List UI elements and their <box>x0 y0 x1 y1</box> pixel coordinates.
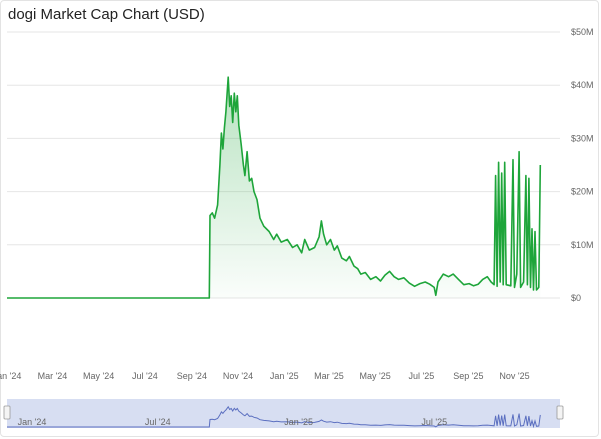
y-tick-label: $0 <box>571 293 581 303</box>
x-tick-label: Sep '25 <box>453 371 483 381</box>
x-tick-label: Nov '25 <box>499 371 529 381</box>
navigator-left-handle[interactable] <box>3 405 11 420</box>
navigator-label: Jan '25 <box>284 417 313 427</box>
x-tick-label: May '25 <box>360 371 391 381</box>
y-tick-label: $10M <box>571 240 594 250</box>
navigator-label: Jul '25 <box>421 417 447 427</box>
y-tick-label: $50M <box>571 27 594 37</box>
y-axis-labels: $0 $10M $20M $30M $40M $50M <box>571 27 594 303</box>
x-tick-label: May '24 <box>83 371 114 381</box>
navigator-label: Jan '24 <box>18 417 47 427</box>
chart-title: dogi Market Cap Chart (USD) <box>8 6 205 23</box>
y-tick-label: $30M <box>571 133 594 143</box>
y-tick-label: $20M <box>571 187 594 197</box>
x-axis-labels: Jan '24 Mar '24 May '24 Jul '24 Sep '24 Nov '… <box>0 371 530 381</box>
x-tick-label: Sep '24 <box>177 371 207 381</box>
range-navigator[interactable]: Jan '24 Jul '24 Jan '25 Jul '25 <box>3 399 564 429</box>
x-tick-label: Jan '24 <box>0 371 21 381</box>
navigator-series-line <box>7 405 541 429</box>
navigator-right-handle[interactable] <box>556 405 564 420</box>
x-tick-label: Nov '24 <box>223 371 253 381</box>
market-cap-area <box>7 77 541 298</box>
navigator-labels: Jan '24 Jul '24 Jan '25 Jul '25 <box>18 417 448 427</box>
x-tick-label: Mar '24 <box>38 371 68 381</box>
market-cap-line[interactable] <box>7 76 542 299</box>
x-tick-label: Jan '25 <box>270 371 299 381</box>
navigator-label: Jul '24 <box>145 417 171 427</box>
y-tick-label: $40M <box>571 80 594 90</box>
navigator-background <box>7 399 560 428</box>
x-tick-label: Jul '25 <box>409 371 435 381</box>
x-tick-label: Mar '25 <box>314 371 344 381</box>
x-tick-label: Jul '24 <box>132 371 158 381</box>
